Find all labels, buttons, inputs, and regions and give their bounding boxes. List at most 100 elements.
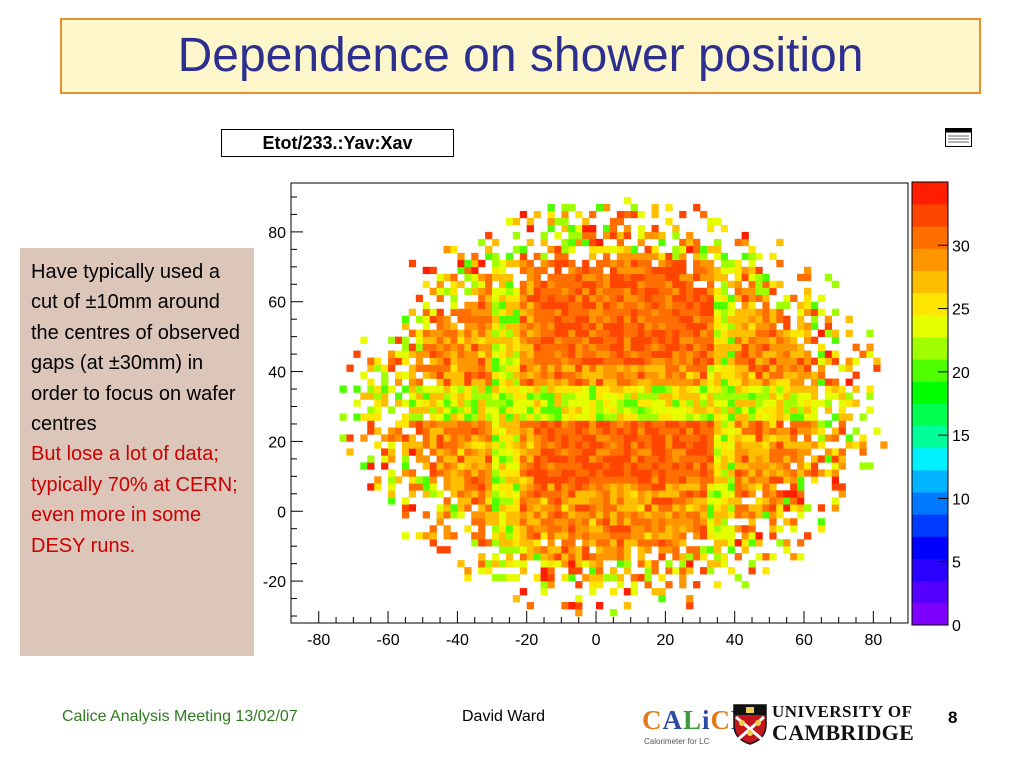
heatmap-cell	[727, 469, 735, 477]
heatmap-cell	[713, 413, 722, 421]
heatmap-cell	[734, 504, 742, 512]
heatmap-cell	[498, 518, 507, 526]
heatmap-cell	[582, 315, 590, 323]
heatmap-cell	[637, 343, 645, 351]
heatmap-cell	[748, 245, 756, 254]
heatmap-cell	[693, 371, 701, 379]
heatmap-cell	[533, 427, 541, 435]
heatmap-cell	[582, 329, 590, 337]
heatmap-cell	[637, 385, 645, 393]
heatmap-cell	[686, 231, 694, 240]
heatmap-cell	[637, 441, 645, 449]
heatmap-cell	[651, 273, 659, 282]
heatmap-cell	[471, 329, 479, 337]
plot-frame	[290, 182, 909, 624]
heatmap-cell	[776, 504, 784, 512]
heatmap-cell	[367, 357, 375, 365]
heatmap-cell	[561, 539, 569, 547]
heatmap-cell	[810, 441, 819, 449]
heatmap-cell	[540, 231, 548, 240]
heatmap-cell	[526, 504, 534, 512]
heatmap-cell	[693, 553, 701, 561]
heatmap-cell	[526, 392, 534, 400]
heatmap-cell	[783, 504, 791, 512]
heatmap-cell	[526, 217, 534, 226]
heatmap-cell	[609, 245, 618, 254]
palette-tick-label: 30	[952, 238, 970, 255]
heatmap-cell	[589, 455, 597, 463]
heatmap-cell	[367, 462, 375, 470]
heatmap-cell	[415, 413, 424, 421]
heatmap-cell	[596, 301, 604, 310]
heatmap-cell	[498, 532, 507, 540]
heatmap-cell	[443, 392, 451, 400]
heatmap-cell	[700, 273, 708, 282]
heatmap-cell	[672, 336, 680, 344]
cambridge-crest-icon	[733, 704, 767, 745]
heatmap-cell	[693, 497, 701, 505]
heatmap-cell	[845, 364, 853, 372]
heatmap-cell	[679, 532, 687, 540]
heatmap-cell	[554, 504, 562, 512]
heatmap-cell	[658, 308, 666, 316]
heatmap-cell	[519, 350, 528, 358]
heatmap-cell	[533, 546, 541, 554]
heatmap-cell	[658, 441, 666, 449]
heatmap-cell	[415, 392, 424, 400]
heatmap-cell	[568, 364, 576, 372]
heatmap-cell	[512, 322, 521, 330]
palette-band	[912, 270, 948, 294]
heatmap-cell	[623, 294, 631, 303]
heatmap-cell	[651, 469, 659, 477]
heatmap-cell	[831, 357, 839, 365]
heatmap-cell	[498, 525, 507, 533]
heatmap-cell	[505, 476, 514, 484]
heatmap-cell	[547, 581, 555, 589]
heatmap-cell	[797, 315, 805, 323]
heatmap-cell	[485, 245, 493, 254]
heatmap-cell	[568, 504, 576, 512]
heatmap-cell	[471, 259, 479, 268]
heatmap-cell	[748, 504, 756, 512]
heatmap-cell	[693, 511, 701, 519]
heatmap-cell	[540, 427, 548, 435]
palette-band	[912, 469, 948, 493]
heatmap-cell	[602, 553, 611, 561]
palette-band	[912, 536, 948, 559]
heatmap-cell	[817, 455, 826, 463]
heatmap-cell	[741, 420, 749, 428]
heatmap-cell	[630, 273, 638, 282]
heatmap-cell	[471, 427, 479, 435]
heatmap-cell	[478, 322, 486, 330]
heatmap-cell	[713, 252, 722, 261]
heatmap-cell	[457, 441, 465, 449]
heatmap-cell	[415, 364, 424, 372]
heatmap-cell	[568, 420, 576, 428]
heatmap-cell	[589, 294, 597, 303]
heatmap-cell	[755, 294, 763, 303]
heatmap-cell	[713, 245, 722, 254]
heatmap-cell	[540, 441, 548, 449]
heatmap-cell	[485, 287, 493, 296]
heatmap-cell	[665, 378, 673, 386]
heatmap-cell	[568, 462, 576, 470]
palette-tick-label: 10	[952, 491, 970, 508]
heatmap-cell	[554, 406, 562, 414]
heatmap-cell	[686, 245, 694, 254]
heatmap-cell	[700, 476, 708, 484]
heatmap-cell	[720, 287, 729, 296]
heatmap-cell	[720, 336, 729, 344]
heatmap-cell	[741, 469, 749, 477]
heatmap-cell	[575, 378, 583, 386]
heatmap-cell	[568, 560, 576, 568]
heatmap-cell	[561, 448, 569, 456]
heatmap-cell	[505, 539, 514, 547]
heatmap-cell	[804, 413, 812, 421]
heatmap-cell	[547, 462, 555, 470]
heatmap-cell	[665, 462, 673, 470]
heatmap-cell	[741, 336, 749, 344]
heatmap-cell	[505, 525, 514, 533]
heatmap-cell	[492, 504, 500, 512]
heatmap-cell	[658, 469, 666, 477]
heatmap-cell	[540, 329, 548, 337]
